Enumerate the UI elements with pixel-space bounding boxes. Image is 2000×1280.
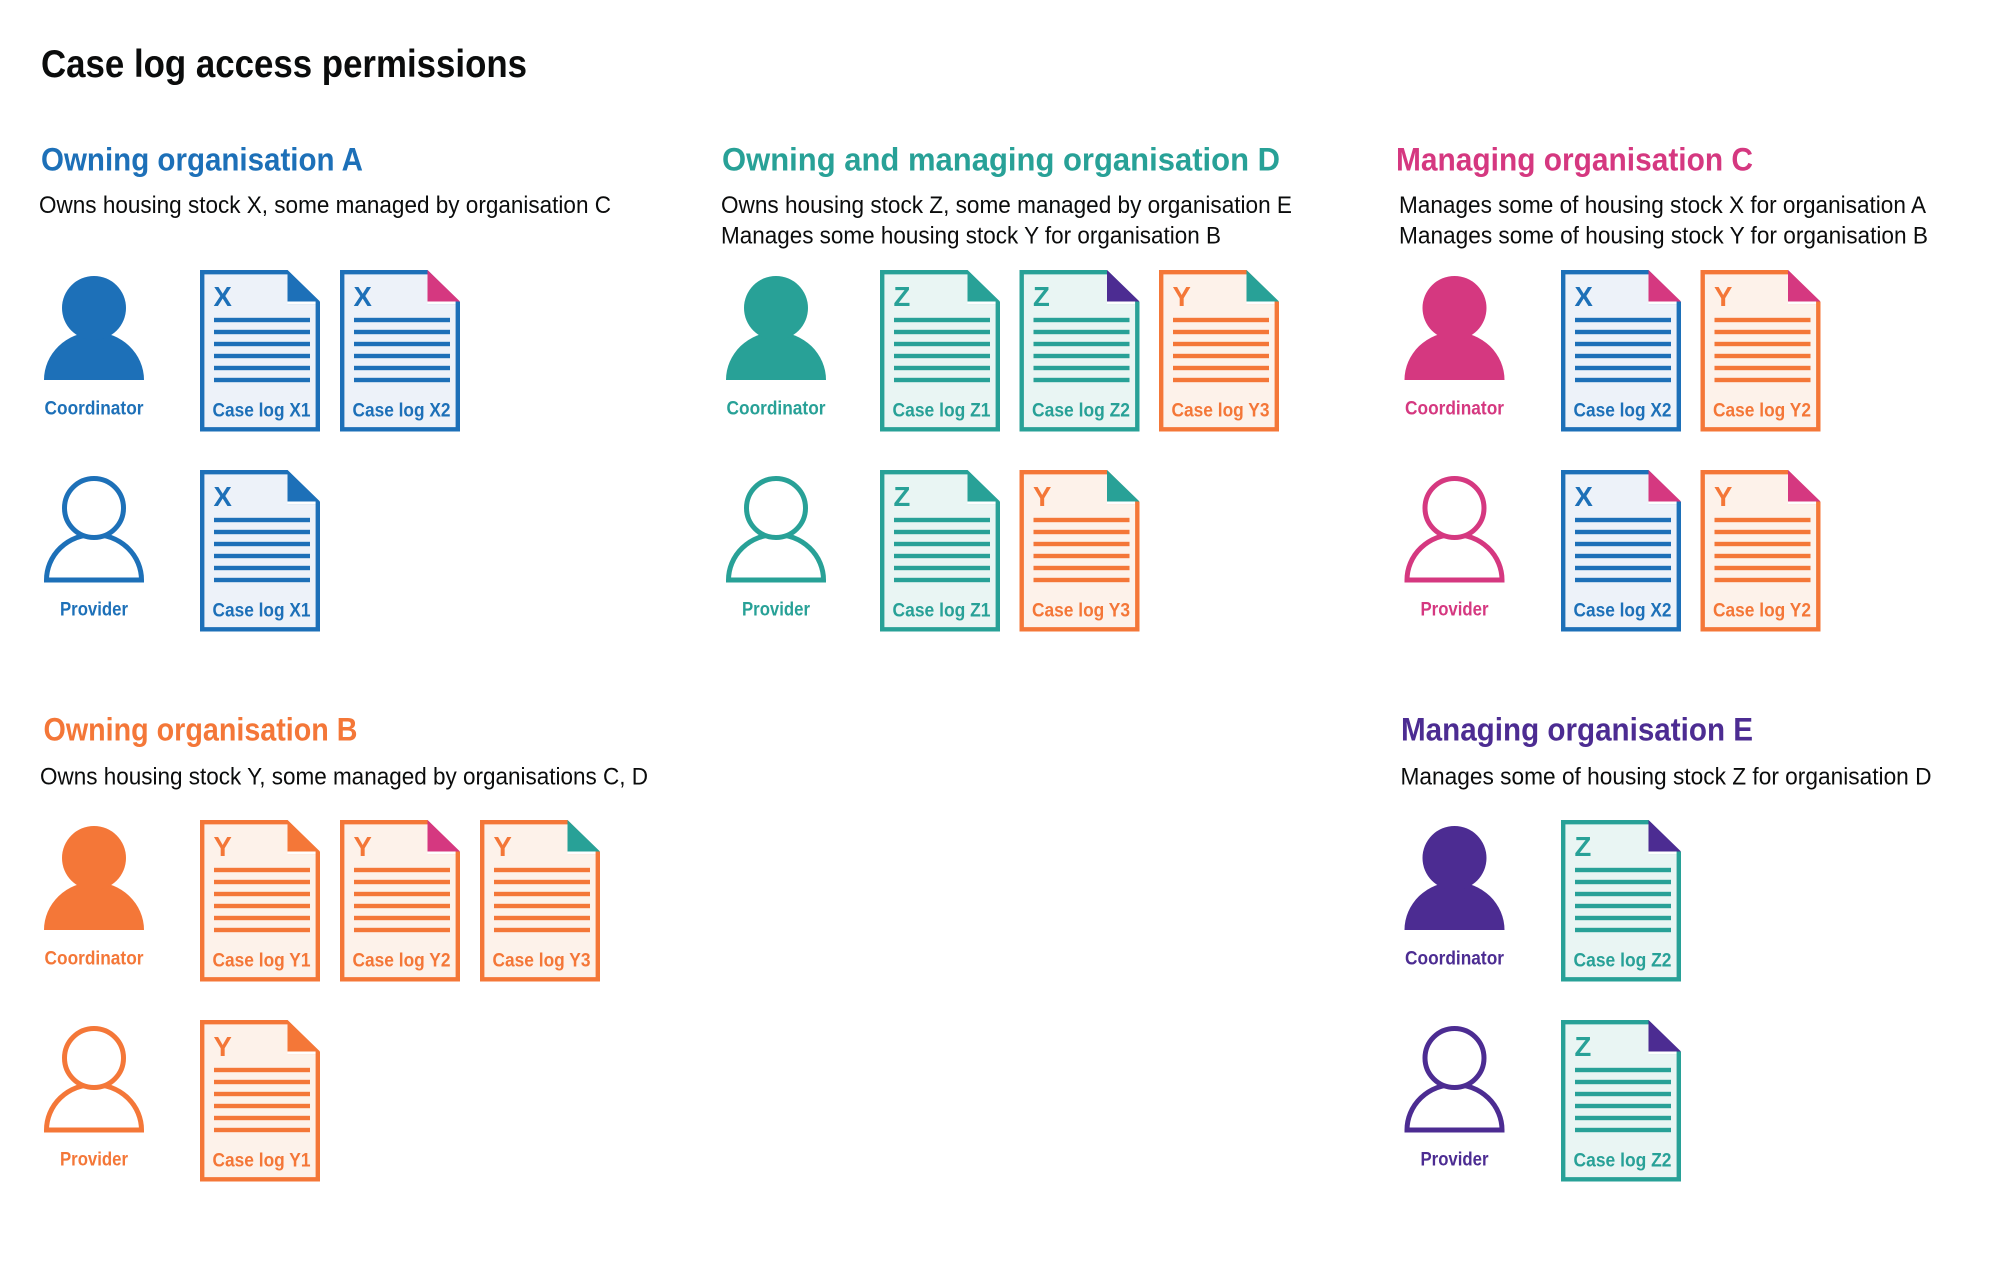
svg-text:Owning and managing organisati: Owning and managing organisation D xyxy=(722,142,1280,178)
svg-text:Manages some of housing stock: Manages some of housing stock X for orga… xyxy=(1399,192,1927,219)
svg-text:Coordinator: Coordinator xyxy=(1405,397,1504,419)
svg-text:X: X xyxy=(354,281,373,312)
svg-text:Provider: Provider xyxy=(60,599,128,621)
svg-text:Case log access permissions: Case log access permissions xyxy=(41,43,527,86)
svg-text:Owning organisation A: Owning organisation A xyxy=(41,142,363,178)
svg-text:Coordinator: Coordinator xyxy=(1405,947,1504,969)
svg-text:Z: Z xyxy=(1033,281,1050,312)
svg-text:Provider: Provider xyxy=(742,599,810,621)
svg-text:Case log Y1: Case log Y1 xyxy=(213,1149,311,1171)
svg-text:Case log X2: Case log X2 xyxy=(353,399,451,421)
svg-text:Managing organisation E: Managing organisation E xyxy=(1401,712,1753,748)
svg-text:Y: Y xyxy=(494,831,512,862)
svg-text:Case log Y3: Case log Y3 xyxy=(1032,599,1130,621)
svg-text:Y: Y xyxy=(1033,481,1051,512)
svg-text:X: X xyxy=(214,481,233,512)
svg-text:Z: Z xyxy=(1575,1031,1592,1062)
svg-text:Case log Z2: Case log Z2 xyxy=(1574,949,1672,971)
svg-text:Case log Y2: Case log Y2 xyxy=(1713,399,1811,421)
svg-text:Z: Z xyxy=(894,481,911,512)
svg-text:Case log X2: Case log X2 xyxy=(1574,399,1672,421)
svg-text:Y: Y xyxy=(1714,281,1732,312)
svg-text:Case log Z1: Case log Z1 xyxy=(893,399,991,421)
svg-text:Case log X1: Case log X1 xyxy=(213,599,311,621)
svg-text:Case log Z2: Case log Z2 xyxy=(1032,399,1130,421)
svg-text:Y: Y xyxy=(214,831,232,862)
svg-text:Owning organisation B: Owning organisation B xyxy=(44,712,358,748)
svg-text:Provider: Provider xyxy=(1421,599,1489,621)
svg-text:Provider: Provider xyxy=(60,1149,128,1171)
svg-text:Manages some housing stock Y f: Manages some housing stock Y for organis… xyxy=(721,222,1221,249)
svg-text:Y: Y xyxy=(1714,481,1732,512)
svg-text:Manages some of housing stock: Manages some of housing stock Z for orga… xyxy=(1401,764,1932,791)
svg-text:Case log Z1: Case log Z1 xyxy=(893,599,991,621)
svg-text:Case log Y3: Case log Y3 xyxy=(1172,399,1270,421)
svg-text:Coordinator: Coordinator xyxy=(727,397,826,419)
svg-text:Case log Y3: Case log Y3 xyxy=(493,949,591,971)
svg-text:Y: Y xyxy=(1173,281,1191,312)
svg-text:Provider: Provider xyxy=(1421,1149,1489,1171)
svg-text:Z: Z xyxy=(894,281,911,312)
svg-text:Case log Y1: Case log Y1 xyxy=(213,949,311,971)
svg-text:Coordinator: Coordinator xyxy=(45,397,144,419)
svg-text:Case log X2: Case log X2 xyxy=(1574,599,1672,621)
svg-text:Owns housing stock Z, some man: Owns housing stock Z, some managed by or… xyxy=(721,192,1292,219)
svg-text:Y: Y xyxy=(354,831,372,862)
svg-text:X: X xyxy=(1575,481,1594,512)
svg-text:Y: Y xyxy=(214,1031,232,1062)
svg-text:Case log Y2: Case log Y2 xyxy=(1713,599,1811,621)
svg-text:Manages some of housing stock: Manages some of housing stock Y for orga… xyxy=(1399,222,1928,249)
svg-text:Z: Z xyxy=(1575,831,1592,862)
svg-text:Managing organisation C: Managing organisation C xyxy=(1396,142,1753,178)
svg-text:Coordinator: Coordinator xyxy=(45,947,144,969)
svg-text:X: X xyxy=(214,281,233,312)
svg-text:Case log Y2: Case log Y2 xyxy=(353,949,451,971)
svg-text:Owns housing stock Y, some man: Owns housing stock Y, some managed by or… xyxy=(40,764,648,791)
svg-text:Owns housing stock X, some man: Owns housing stock X, some managed by or… xyxy=(39,192,611,219)
svg-text:Case log Z2: Case log Z2 xyxy=(1574,1149,1672,1171)
svg-text:Case log X1: Case log X1 xyxy=(213,399,311,421)
svg-text:X: X xyxy=(1575,281,1594,312)
